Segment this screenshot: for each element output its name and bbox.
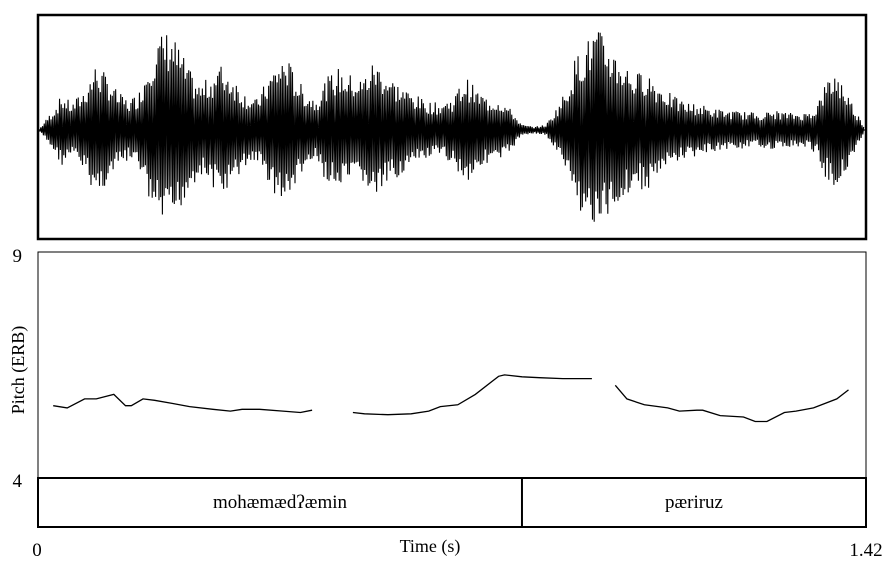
pitch-segment-2 [352, 374, 592, 416]
word-label-mohaemaedaemin: mohæmædʔæmin [213, 492, 348, 513]
x-tick-start: 0 [32, 540, 42, 561]
pitch-segment-3 [614, 384, 849, 423]
pitch-segment-1 [53, 393, 313, 414]
y-tick-bottom: 4 [13, 471, 23, 492]
waveform-panel [36, 13, 868, 241]
x-axis-title: Time (s) [400, 536, 461, 557]
pitch-frame [37, 251, 867, 479]
y-axis-title: Pitch (ERB) [8, 326, 29, 415]
text-grid-frame [37, 477, 867, 528]
text-grid-panel: mohæmædʔæmin pæriruz [37, 477, 867, 528]
waveform-frame [36, 13, 868, 241]
pitch-panel: 9 4 Pitch (ERB) [8, 246, 867, 492]
y-tick-top: 9 [13, 246, 23, 267]
x-tick-end: 1.42 [849, 540, 882, 561]
word-label-paeriruz: pæriruz [665, 492, 723, 513]
pitch-contour [53, 374, 849, 423]
waveform-trace [39, 32, 865, 222]
